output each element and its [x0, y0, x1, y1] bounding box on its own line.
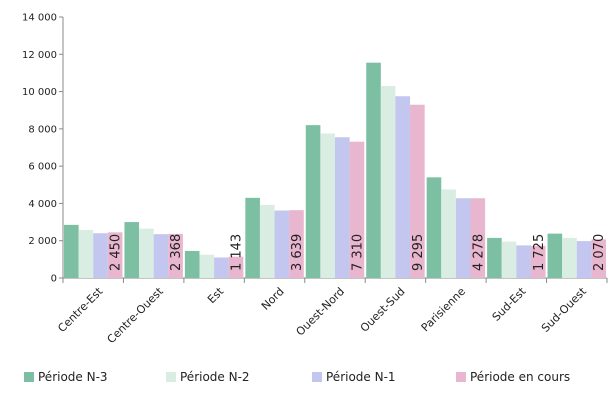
bar: [259, 204, 275, 278]
bar: [305, 125, 321, 278]
bar: [547, 233, 563, 278]
bar: [530, 245, 546, 278]
bar: [214, 257, 229, 278]
bar: [78, 229, 94, 278]
bar: [107, 232, 123, 278]
bar: [501, 241, 517, 278]
bars: [64, 62, 606, 278]
bar: [426, 177, 442, 278]
bar: [395, 96, 411, 278]
data-label: 3 639: [290, 234, 305, 271]
bar: [576, 241, 592, 278]
bar: [366, 62, 381, 278]
category-label: Est: [205, 284, 227, 306]
category-label: Centre-Ouest: [105, 284, 167, 346]
bar: [124, 222, 140, 278]
y-tick-label: 14 000: [22, 13, 57, 24]
bar: [64, 224, 79, 278]
y-tick-label: 0: [51, 274, 57, 285]
bar: [184, 250, 200, 278]
bar: [410, 104, 425, 278]
category-label: Ouest-Sud: [358, 285, 408, 335]
legend-label: Période N-2: [180, 370, 250, 384]
y-tick-label: 4 000: [28, 199, 57, 210]
legend-label: Période N-1: [326, 370, 396, 384]
y-tick-label: 8 000: [28, 124, 57, 135]
bar: [441, 189, 456, 278]
legend-swatch: [166, 372, 176, 382]
legend-swatch: [312, 372, 322, 382]
bar: [320, 133, 335, 278]
bar: [289, 210, 304, 278]
y-tick-label: 6 000: [28, 162, 57, 173]
legend-swatch: [456, 372, 466, 382]
bar: [245, 197, 260, 278]
bar: [168, 233, 183, 278]
bar: [335, 137, 350, 278]
bar: [349, 141, 365, 278]
y-tick-label: 12 000: [22, 50, 57, 61]
bar: [487, 237, 502, 278]
data-label: 2 368: [169, 234, 184, 271]
y-tick-label: 10 000: [22, 87, 57, 98]
bar: [199, 254, 215, 278]
bar: [93, 233, 108, 278]
bar: [274, 210, 290, 278]
data-labels: 2 450 2 368 1 143 3 639 7 310 9 295 4 278 1 725…: [109, 234, 608, 271]
bar: [591, 239, 606, 278]
data-label: 9 295: [411, 234, 426, 271]
category-label: Sud-Ouest: [539, 284, 589, 334]
data-label: 2 070: [592, 234, 607, 271]
bar: [380, 85, 396, 278]
category-label: Ouest-Nord: [294, 285, 348, 339]
bar: [455, 198, 471, 278]
data-label: 2 450: [109, 234, 124, 271]
data-label: 1 725: [532, 234, 547, 271]
y-tick-label: 2 000: [28, 236, 57, 247]
data-label: 1 143: [230, 234, 245, 271]
bar: [139, 228, 154, 278]
legend: Période N-3 Période N-2 Période N-1 Période…: [24, 370, 570, 384]
category-label: Centre-Est: [55, 284, 106, 335]
bar: [153, 234, 169, 278]
data-label: 4 278: [471, 234, 486, 271]
category-label: Sud-Est: [490, 284, 529, 323]
bar: [516, 245, 531, 278]
bar: [470, 198, 486, 278]
legend-label: Période N-3: [38, 370, 108, 384]
data-label: 7 310: [350, 234, 365, 271]
category-label: Parisienne: [419, 285, 468, 334]
bar: [562, 237, 577, 278]
legend-swatch: [24, 372, 34, 382]
bar: [228, 256, 244, 278]
legend-label: Période en cours: [470, 370, 570, 384]
category-label: Nord: [259, 285, 287, 313]
